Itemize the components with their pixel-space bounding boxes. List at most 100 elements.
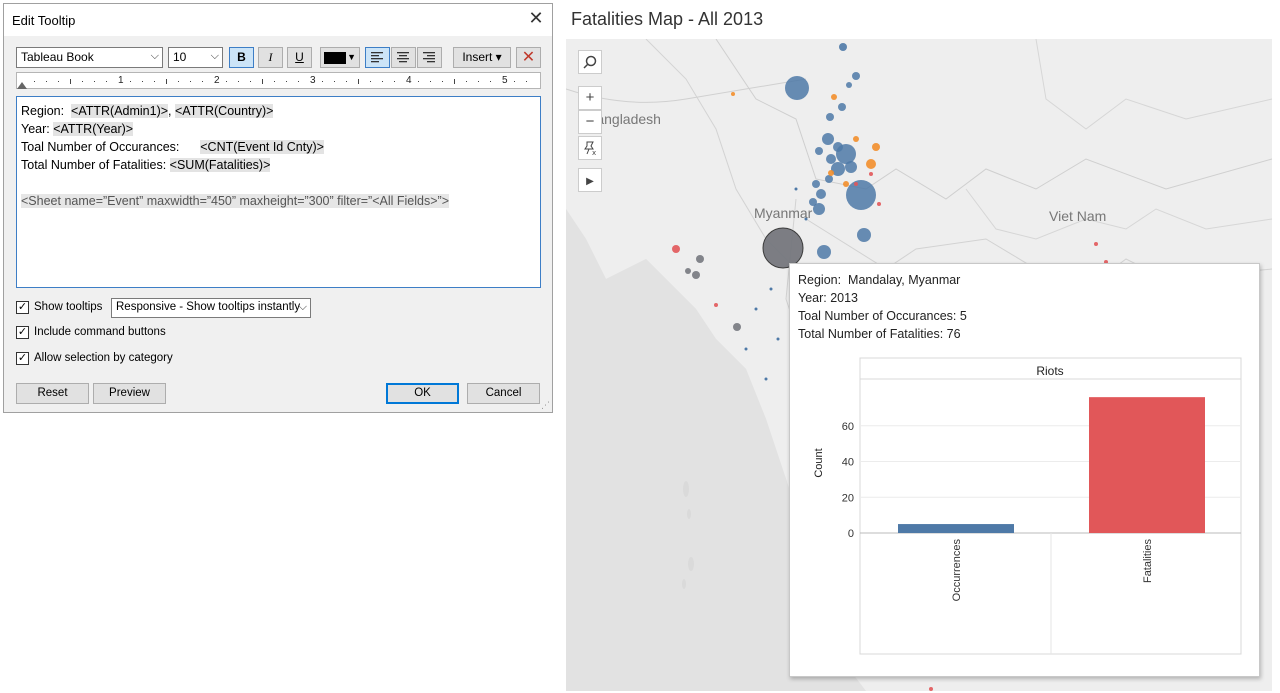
tooltip-occurances: Toal Number of Occurances: 5 [798, 309, 967, 323]
ruler-tick [70, 79, 71, 84]
cancel-button[interactable]: Cancel [467, 383, 540, 404]
preview-button[interactable]: Preview [93, 383, 166, 404]
map-point[interactable] [692, 271, 700, 279]
map-point[interactable] [769, 287, 773, 291]
map-point[interactable] [838, 103, 846, 111]
close-icon[interactable]: ✕ [528, 8, 544, 28]
map-point[interactable] [1094, 242, 1098, 246]
map-point[interactable] [826, 154, 836, 164]
chart-bar-occurrences[interactable] [898, 524, 1014, 533]
tooltip-editor[interactable]: Region: <ATTR(Admin1)>, <ATTR(Country)> … [16, 96, 541, 288]
ruler-dot [514, 81, 515, 82]
ruler-dot [238, 81, 239, 82]
map-point[interactable] [815, 147, 823, 155]
map-point[interactable] [831, 94, 837, 100]
zoom-out-button[interactable]: − [578, 110, 602, 134]
map-point[interactable] [839, 43, 847, 51]
ok-button[interactable]: OK [386, 383, 459, 404]
text-color-button[interactable]: ▼ [320, 47, 360, 68]
ruler-number: 5 [502, 75, 508, 86]
map-point[interactable] [813, 203, 825, 215]
checkmark-icon: ✓ [17, 301, 28, 313]
map-point-selected[interactable] [762, 227, 804, 269]
chart-x-tick-label: Fatalities [1142, 539, 1154, 584]
bold-button[interactable]: B [229, 47, 254, 68]
map-point[interactable] [809, 198, 817, 206]
map-point[interactable] [846, 82, 852, 88]
island [688, 557, 694, 571]
map-point[interactable] [685, 268, 691, 274]
map-point[interactable] [826, 113, 834, 121]
map-point[interactable] [872, 143, 880, 151]
ruler: 1 2 3 4 5 [16, 72, 541, 89]
map-point[interactable] [866, 159, 876, 169]
map-point[interactable] [929, 687, 933, 691]
map-point[interactable] [877, 202, 881, 206]
underline-button[interactable]: U [287, 47, 312, 68]
map-point[interactable] [853, 136, 859, 142]
pin-button[interactable]: x [578, 136, 602, 160]
year-label: Year: [21, 122, 54, 136]
map-point[interactable] [831, 162, 845, 176]
zoom-in-button[interactable]: + [578, 86, 602, 110]
map-point[interactable] [764, 377, 768, 381]
align-right-button[interactable] [417, 47, 442, 68]
map-point[interactable] [785, 76, 809, 100]
ruler-dot [202, 81, 203, 82]
map-point[interactable] [754, 307, 758, 311]
editor-line-year: Year: <ATTR(Year)> [21, 120, 536, 138]
map-point[interactable] [869, 172, 873, 176]
map-point[interactable] [714, 303, 718, 307]
allow-selection-checkbox[interactable]: ✓ [16, 352, 29, 365]
map-point[interactable] [854, 182, 858, 186]
ruler-dot [466, 81, 467, 82]
show-tooltips-checkbox[interactable]: ✓ [16, 301, 29, 314]
font-family-select[interactable]: Tableau Book ⌵ [16, 47, 163, 68]
map-point[interactable] [828, 170, 834, 176]
map-point[interactable] [857, 228, 871, 242]
chevron-down-icon: ⌵ [210, 50, 219, 62]
tooltip-mode-select[interactable]: Responsive - Show tooltips instantly ⌵ [111, 298, 311, 318]
map-point[interactable] [804, 217, 808, 221]
map-point[interactable] [816, 189, 826, 199]
font-size-select[interactable]: 10 ⌵ [168, 47, 223, 68]
reset-button[interactable]: Reset [16, 383, 89, 404]
chart-y-tick-label: 40 [842, 457, 854, 469]
map-point[interactable] [733, 323, 741, 331]
map-point[interactable] [817, 245, 831, 259]
clear-formatting-button[interactable]: ✕ [516, 47, 541, 68]
map-point[interactable] [846, 180, 876, 210]
map-point[interactable] [672, 245, 680, 253]
italic-button[interactable]: I [258, 47, 283, 68]
map-point[interactable] [836, 144, 856, 164]
map-point[interactable] [776, 337, 780, 341]
map-point[interactable] [744, 347, 748, 351]
map-point[interactable] [696, 255, 704, 263]
align-left-button[interactable] [365, 47, 390, 68]
include-command-buttons-checkbox[interactable]: ✓ [16, 326, 29, 339]
ruler-dot [526, 81, 527, 82]
align-center-button[interactable] [391, 47, 416, 68]
map-point[interactable] [845, 161, 857, 173]
map-point[interactable] [794, 187, 798, 191]
map-point[interactable] [852, 72, 860, 80]
indent-handle[interactable] [17, 82, 27, 89]
chart-bar-fatalities[interactable] [1089, 397, 1205, 533]
chart-y-tick-label: 60 [842, 421, 854, 433]
ruler-dot [106, 81, 107, 82]
map-point[interactable] [825, 175, 833, 183]
map-point[interactable] [812, 180, 820, 188]
expand-toolbar-button[interactable]: ▶ [578, 168, 602, 192]
ruler-dot [298, 81, 299, 82]
sheet-tag: <Sheet name=”Event” maxwidth=”450” maxhe… [21, 194, 449, 208]
insert-button[interactable]: Insert ▾ [453, 47, 511, 68]
ruler-number: 3 [310, 75, 316, 86]
tooltip-year: Year: 2013 [798, 291, 859, 305]
separator: , [168, 104, 175, 118]
map-point[interactable] [731, 92, 735, 96]
map-point[interactable] [843, 181, 849, 187]
border-line [566, 78, 807, 103]
map-point[interactable] [822, 133, 834, 145]
map-search-button[interactable] [578, 50, 602, 74]
resize-grip-icon[interactable]: ⋰ [541, 400, 550, 410]
